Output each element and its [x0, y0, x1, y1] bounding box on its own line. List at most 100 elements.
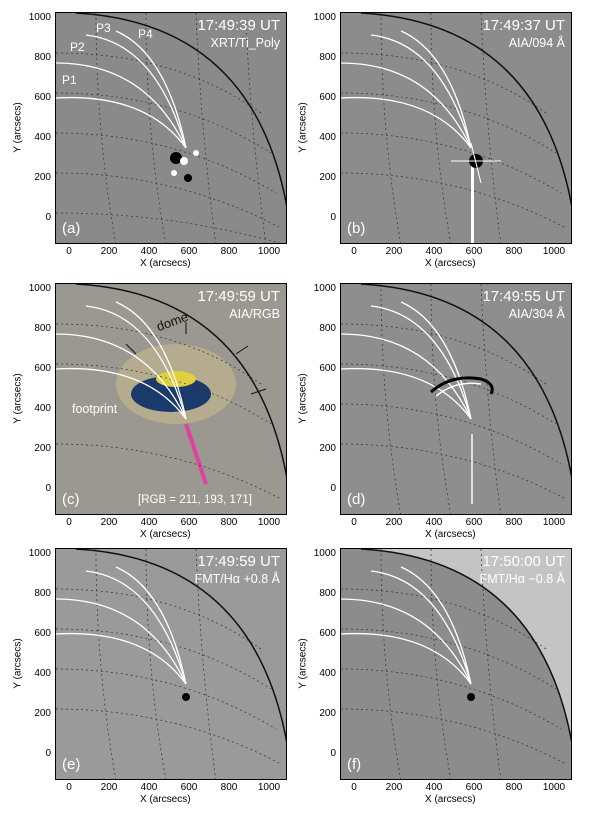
x-tick-label: 1000: [542, 517, 566, 528]
x-tick-label: 0: [66, 246, 72, 257]
x-tick-label: 1000: [257, 246, 281, 257]
x-tick-label: 800: [220, 517, 238, 528]
x-tick-label: 0: [66, 782, 72, 793]
x-tick-label: 400: [425, 782, 443, 793]
x-axis-label: X (arcsecs): [140, 794, 191, 805]
panel-c-image: 17:49:59 UT AIA/RGB (c) dome footprint […: [55, 283, 287, 515]
x-tick-label: 400: [140, 517, 158, 528]
x-tick-label: 0: [66, 517, 72, 528]
y-tick-label: 0: [45, 748, 51, 759]
y-tick-label: 400: [319, 668, 336, 679]
y-tick-label: 200: [319, 172, 336, 183]
panel-c-instrument: AIA/RGB: [229, 307, 280, 321]
x-tick-label: 1000: [542, 246, 566, 257]
panel-f-time: 17:50:00 UT: [482, 553, 565, 570]
x-axis-label: X (arcsecs): [425, 529, 476, 540]
y-tick-label: 200: [34, 172, 51, 183]
y-tick-label: 0: [45, 212, 51, 223]
panel-e-instrument: FMT/Hα +0.8 Å: [194, 572, 280, 586]
path-label-p1: P1: [62, 73, 77, 87]
panel-f-instrument: FMT/Hα −0.8 Å: [479, 572, 565, 586]
panel-d-instrument: AIA/304 Å: [508, 307, 565, 321]
panel-d-label: (d): [347, 491, 366, 508]
panel-d-image: 17:49:55 UT AIA/304 Å (d): [340, 283, 572, 515]
path-label-p4: P4: [138, 27, 153, 41]
path-label-p3: P3: [96, 21, 111, 35]
x-tick-label: 800: [220, 246, 238, 257]
footprint-annotation: footprint: [72, 402, 118, 416]
x-tick-label: 1000: [542, 782, 566, 793]
x-tick-label: 600: [465, 246, 483, 257]
panel-d-time: 17:49:55 UT: [482, 288, 565, 305]
y-tick-label: 1000: [28, 548, 51, 559]
y-tick-label: 800: [319, 588, 336, 599]
y-tick-label: 600: [34, 628, 51, 639]
panel-a-overlay: [56, 13, 286, 243]
x-tick-label: 600: [180, 782, 198, 793]
panel-c-label: (c): [62, 491, 80, 508]
x-tick-label: 600: [465, 517, 483, 528]
panel-f-overlay: [341, 549, 571, 779]
y-tick-label: 200: [34, 708, 51, 719]
y-tick-label: 400: [34, 668, 51, 679]
panel-e-label: (e): [62, 756, 81, 773]
panel-e-time: 17:49:59 UT: [197, 553, 280, 570]
panel-e-image: 17:49:59 UT FMT/Hα +0.8 Å (e): [55, 548, 287, 780]
y-tick-label: 800: [34, 323, 51, 334]
x-axis-label: X (arcsecs): [140, 529, 191, 540]
x-axis-label: X (arcsecs): [425, 258, 476, 269]
y-tick-label: 1000: [313, 283, 336, 294]
y-tick-label: 400: [319, 132, 336, 143]
x-tick-label: 200: [385, 246, 403, 257]
panel-a-instrument: XRT/Ti_Poly: [210, 36, 280, 50]
panel-b-time: 17:49:37 UT: [482, 17, 565, 34]
y-tick-label: 800: [319, 323, 336, 334]
panel-b-overlay: [341, 13, 571, 243]
y-tick-label: 800: [319, 52, 336, 63]
y-tick-label: 600: [34, 92, 51, 103]
panel-f-label: (f): [347, 756, 362, 773]
y-tick-label: 600: [319, 628, 336, 639]
y-tick-label: 200: [319, 443, 336, 454]
y-tick-label: 400: [319, 403, 336, 414]
y-tick-label: 0: [330, 483, 336, 494]
rgb-annotation: [RGB = 211, 193, 171]: [138, 494, 252, 506]
x-tick-label: 600: [180, 517, 198, 528]
x-tick-label: 0: [351, 782, 357, 793]
y-tick-label: 400: [34, 132, 51, 143]
y-axis-label: Y (arcsecs): [297, 638, 309, 689]
y-tick-label: 1000: [28, 283, 51, 294]
panel-d-overlay: [341, 284, 571, 514]
x-axis-label: X (arcsecs): [140, 258, 191, 269]
x-tick-label: 800: [505, 246, 523, 257]
y-tick-label: 200: [34, 443, 51, 454]
x-axis-label: X (arcsecs): [425, 794, 476, 805]
x-tick-label: 0: [351, 517, 357, 528]
x-tick-label: 0: [351, 246, 357, 257]
panel-b-label: (b): [347, 220, 366, 237]
y-tick-label: 1000: [28, 12, 51, 23]
x-tick-label: 600: [465, 782, 483, 793]
panel-c-time: 17:49:59 UT: [197, 288, 280, 305]
x-tick-label: 400: [140, 246, 158, 257]
y-tick-label: 800: [34, 588, 51, 599]
y-axis-label: Y (arcsecs): [12, 638, 24, 689]
y-axis-label: Y (arcsecs): [12, 102, 24, 153]
y-tick-label: 0: [45, 483, 51, 494]
y-tick-label: 0: [330, 748, 336, 759]
x-tick-label: 400: [140, 782, 158, 793]
y-tick-label: 400: [34, 403, 51, 414]
y-tick-label: 600: [34, 363, 51, 374]
y-tick-label: 1000: [313, 12, 336, 23]
panel-b-image: 17:49:37 UT AIA/094 Å (b): [340, 12, 572, 244]
x-tick-label: 800: [505, 782, 523, 793]
y-tick-label: 1000: [313, 548, 336, 559]
y-axis-label: Y (arcsecs): [297, 102, 309, 153]
x-tick-label: 600: [180, 246, 198, 257]
panel-a-image: 17:49:39 UT XRT/Ti_Poly (a) P1 P2 P3 P4: [55, 12, 287, 244]
panel-a-label: (a): [62, 220, 81, 237]
y-tick-label: 600: [319, 92, 336, 103]
path-label-p2: P2: [70, 40, 85, 54]
y-tick-label: 600: [319, 363, 336, 374]
x-tick-label: 800: [220, 782, 238, 793]
